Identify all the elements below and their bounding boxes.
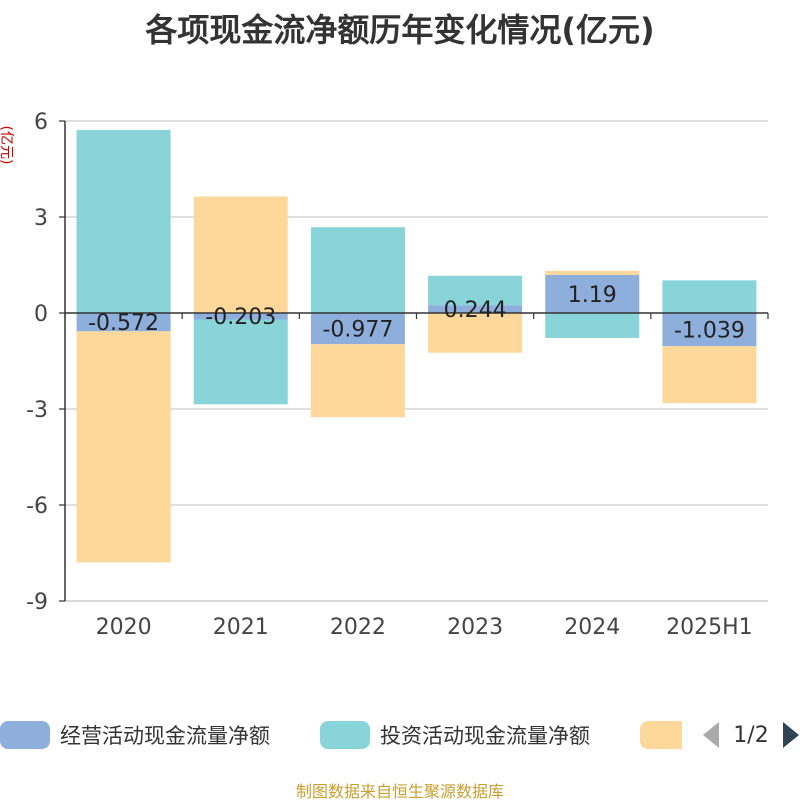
y-tick-label: 0 [34,302,48,327]
legend-swatch-2[interactable] [640,721,690,749]
bar-2024-series-0 [545,274,640,313]
legend-label-1[interactable]: 投资活动现金流量净额 [380,724,590,748]
bar-2023-series-1 [428,275,523,306]
chart-title: 各项现金流净额历年变化情况(亿元) [145,11,655,49]
x-tick-label: 2022 [330,615,386,640]
x-tick-label: 2023 [447,615,503,640]
data-label-2024: 1.19 [568,283,617,308]
y-tick-label: -6 [26,494,48,519]
bar-2023-series-2 [428,313,523,353]
grid-lines [65,120,768,602]
x-tick-label: 2020 [96,615,152,640]
bar-2021-series-2 [193,196,288,313]
data-label-2023: 0.244 [444,298,507,323]
bar-2022-series-0 [310,313,405,345]
legend-pager: 1/2 [703,722,799,748]
x-tick-label: 2021 [213,615,269,640]
y-tick-label: 3 [34,206,48,231]
data-label-2020: -0.572 [88,311,159,336]
triangle-right-icon[interactable] [783,722,799,748]
bars [76,129,757,563]
data-label-2022: -0.977 [322,318,393,343]
data-label-2021: -0.203 [205,305,276,330]
bar-2020-series-2 [76,331,171,563]
bar-2025H1-series-1 [662,280,757,313]
bar-2024-series-1 [545,313,640,338]
bar-2020-series-0 [76,313,171,332]
y-tick-label: 6 [34,110,48,135]
bar-2025H1-series-2 [662,346,757,404]
bar-2023-series-0 [428,305,523,313]
legend: 经营活动现金流量净额 投资活动现金流量净额 [0,712,800,758]
legend-page-indicator: 1/2 [733,723,768,748]
bar-2022-series-1 [310,227,405,313]
bar-2022-series-2 [310,344,405,418]
bar-2024-series-2 [545,270,640,275]
source-note: 制图数据来自恒生聚源数据库 [295,782,504,801]
triangle-left-icon[interactable] [703,722,719,748]
legend-label-0[interactable]: 经营活动现金流量净额 [60,724,270,748]
x-tick-label: 2024 [564,615,620,640]
bar-2020-series-1 [76,129,171,313]
bar-2025H1-series-0 [662,313,757,347]
y-axis-label: (亿元) [0,126,14,165]
legend-swatch-1[interactable] [320,721,370,749]
bar-labels: -0.572 -0.203 -0.977 0.244 1.19 -1.039 [88,283,745,344]
axes: 6 3 0 -3 -6 -9 2020 2021 2022 2023 2024 2025H1 [26,110,769,640]
data-label-2025H1: -1.039 [674,319,745,344]
legend-swatch-0[interactable] [0,721,50,749]
x-tick-label: 2025H1 [666,615,753,640]
y-tick-label: -3 [26,398,48,423]
y-tick-label: -9 [26,590,48,615]
bar-2021-series-0 [193,313,288,320]
bar-2021-series-1 [193,319,288,405]
legend-clip [682,712,800,758]
